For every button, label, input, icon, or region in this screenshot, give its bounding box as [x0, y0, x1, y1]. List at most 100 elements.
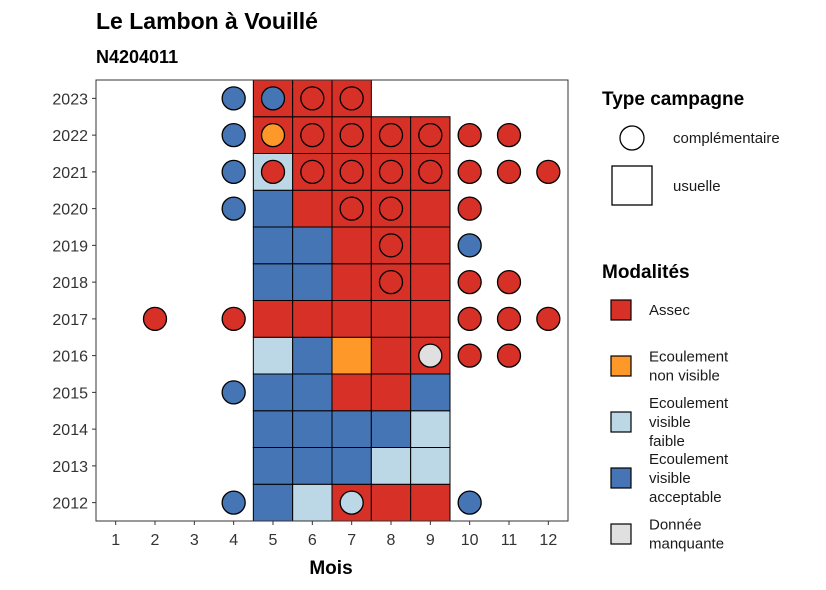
y-axis: 2012 2013 2014 2015 2016 2017 2018 2019 2020 2021… — [52, 91, 96, 513]
y-tick-label: 2012 — [52, 496, 88, 513]
y-tick-label: 2015 — [52, 385, 88, 402]
usuelle-tile — [252, 336, 294, 375]
usuelle-tile — [410, 189, 451, 228]
legend-modalites: Modalités Assec Ecoulement non visible Ecou… — [602, 262, 729, 553]
complementaire-point — [142, 306, 168, 332]
legend-key-ecoulement_visible_faible — [610, 411, 632, 433]
legend-label-ecoulement_non_visible: Ecoulement non visible — [649, 349, 729, 385]
legend-shape-label-complementaire: complémentaire — [673, 130, 780, 147]
usuelle-tile — [292, 336, 333, 375]
y-tick-label: 2022 — [52, 128, 88, 145]
y-tick-label: 2023 — [52, 91, 88, 108]
complementaire-point — [378, 159, 404, 185]
usuelle-tile — [370, 336, 412, 375]
usuelle-tile — [252, 483, 294, 522]
usuelle-tile — [252, 373, 294, 412]
usuelle-tile — [331, 300, 372, 338]
legend-fill-title: Modalités — [602, 262, 690, 283]
complementaire-point — [457, 490, 482, 515]
usuelle-tile — [292, 263, 333, 301]
usuelle-tile — [252, 189, 294, 228]
usuelle-tile — [292, 483, 333, 522]
complementaire-point — [418, 159, 443, 185]
complementaire-point — [339, 122, 364, 148]
chart-title: Le Lambon à Vouillé — [96, 8, 318, 34]
complementaire-point — [496, 343, 522, 368]
complementaire-point — [536, 306, 561, 332]
x-tick-label: 10 — [461, 532, 479, 549]
y-tick-label: 2021 — [52, 165, 88, 182]
legend-key-ecoulement_visible_acceptable — [610, 467, 632, 489]
usuelle-tile — [410, 300, 451, 338]
complementaire-point — [457, 269, 482, 295]
complementaire-point — [339, 159, 364, 185]
x-tick-label: 9 — [426, 532, 435, 549]
x-axis: 1 2 3 4 5 6 7 8 9 10 11 12 — [111, 521, 557, 549]
x-tick-label: 12 — [539, 532, 557, 549]
legend-label-donnee_manquante: Donnée manquante — [649, 517, 724, 553]
usuelle-tile — [370, 410, 412, 448]
complementaire-point — [221, 306, 246, 332]
usuelle-tile — [331, 226, 372, 265]
complementaire-point — [221, 490, 246, 515]
legend-shape-label-usuelle: usuelle — [673, 178, 721, 195]
complementaire-point — [496, 269, 522, 295]
legend-label-assec: Assec — [649, 302, 690, 319]
y-tick-label: 2020 — [52, 202, 88, 219]
x-tick-label: 4 — [229, 532, 238, 549]
legend-shape-title: Type campagne — [602, 89, 744, 110]
complementaire-point — [221, 122, 246, 148]
usuelle-tile — [410, 263, 451, 301]
usuelle-tile — [410, 410, 451, 448]
complementaire-point — [339, 86, 364, 111]
usuelle-tile — [331, 263, 372, 301]
usuelle-tile — [410, 447, 451, 485]
legend-label-ecoulement_visible_acceptable: Ecoulement visible acceptable — [649, 451, 729, 506]
complementaire-point — [457, 196, 482, 221]
x-tick-label: 3 — [190, 532, 199, 549]
usuelle-tile — [292, 116, 333, 154]
complementaire-point — [221, 159, 246, 185]
usuelle-tile — [252, 410, 294, 448]
complementaire-point — [221, 196, 246, 221]
usuelle-tile — [410, 373, 451, 412]
usuelle-tile — [331, 410, 372, 448]
usuelle-tile — [292, 226, 333, 265]
plot-border — [95, 79, 569, 522]
y-tick-label: 2018 — [52, 275, 88, 292]
legend-key-assec — [610, 299, 632, 321]
usuelle-tile — [331, 447, 372, 485]
complementaire-point — [457, 306, 482, 332]
complementaire-point — [221, 86, 246, 111]
complementaire-point — [300, 122, 325, 148]
complementaire-point — [457, 343, 482, 368]
legend-key-donnee_manquante — [610, 523, 632, 545]
complementaire-point — [260, 159, 286, 185]
usuelle-tile — [331, 336, 372, 375]
usuelle-tile — [370, 300, 412, 338]
complementaire-point — [457, 122, 482, 148]
y-tick-label: 2013 — [52, 459, 88, 476]
usuelle-tile — [252, 447, 294, 485]
legend-type-campagne: Type campagne complémentaire usuelle — [602, 89, 780, 206]
usuelle-tile — [292, 189, 333, 228]
legend-label-ecoulement_visible_faible: Ecoulement visible faible — [649, 395, 729, 450]
usuelle-tile — [370, 483, 412, 522]
usuelle-tile — [410, 226, 451, 265]
x-tick-label: 5 — [269, 532, 278, 549]
chart-subtitle: N4204011 — [96, 47, 178, 67]
complementaire-point — [536, 159, 561, 185]
complementaire-point — [378, 233, 404, 258]
usuelle-tile — [370, 447, 412, 485]
complementaire-point — [378, 122, 404, 148]
usuelle-tile — [410, 483, 451, 522]
usuelle-tile — [292, 300, 333, 338]
complementaire-point — [300, 86, 325, 111]
x-tick-label: 1 — [111, 532, 120, 549]
complementaire-point — [418, 122, 443, 148]
x-axis-title: Mois — [309, 558, 352, 579]
complementaire-point — [260, 86, 286, 111]
x-tick-label: 2 — [151, 532, 160, 549]
y-tick-label: 2019 — [52, 238, 88, 255]
